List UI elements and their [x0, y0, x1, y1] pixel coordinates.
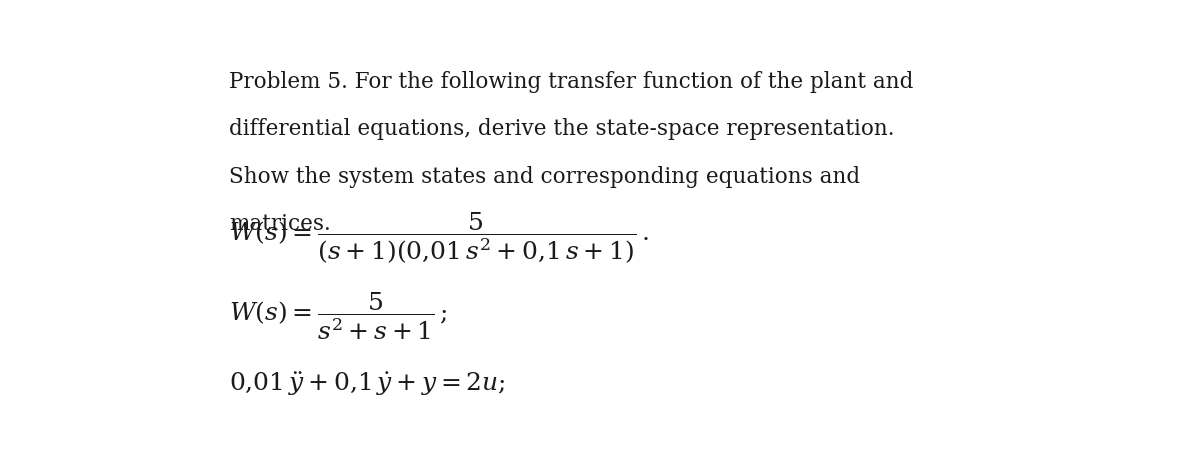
Text: $W(s) = \dfrac{5}{s^2+s+1}\,;$: $W(s) = \dfrac{5}{s^2+s+1}\,;$ [229, 291, 448, 342]
Text: $0{,}01\,\ddot{y}+0{,}1\,\dot{y}+y=2u;$: $0{,}01\,\ddot{y}+0{,}1\,\dot{y}+y=2u;$ [229, 370, 506, 398]
Text: matrices.: matrices. [229, 213, 331, 235]
Text: $W(s) = \dfrac{5}{(s+1)(0{,}01\,s^2+0{,}1\,s+1)}\,.$: $W(s) = \dfrac{5}{(s+1)(0{,}01\,s^2+0{,}… [229, 211, 649, 266]
Text: differential equations, derive the state-space representation.: differential equations, derive the state… [229, 118, 894, 141]
Text: Problem 5. For the following transfer function of the plant and: Problem 5. For the following transfer fu… [229, 71, 913, 93]
Text: Show the system states and corresponding equations and: Show the system states and corresponding… [229, 166, 860, 188]
